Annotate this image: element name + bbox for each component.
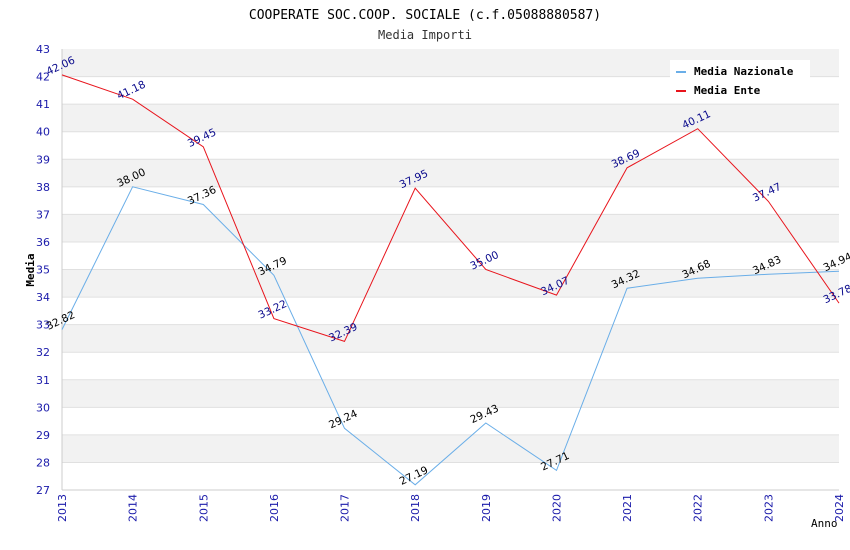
y-tick-label: 30 [36, 401, 50, 414]
grid-band [62, 269, 839, 298]
legend-box [670, 60, 810, 100]
series-line-nazionale [61, 186, 840, 486]
x-tick-label: 2020 [550, 494, 563, 522]
y-tick-label: 41 [36, 98, 50, 111]
y-tick-label: 27 [36, 484, 50, 497]
grid-band [62, 104, 839, 132]
y-tick-label: 32 [36, 346, 50, 359]
x-tick-label: 2014 [127, 494, 140, 522]
axes [61, 49, 839, 491]
y-tick-label: 43 [36, 43, 50, 56]
x-tick-label: 2019 [480, 494, 493, 522]
y-tick-label: 28 [36, 456, 50, 469]
grid-band [62, 241, 839, 270]
series-line-ente [61, 74, 840, 343]
grid-band [62, 434, 839, 463]
chart-subtitle: Media Importi [378, 28, 472, 42]
grid-band [62, 324, 839, 353]
legend-label-nazionale: Media Nazionale [694, 65, 794, 78]
grid-band [62, 407, 839, 435]
y-tick-label: 33 [36, 319, 50, 332]
x-tick-label: 2022 [692, 494, 705, 522]
x-tick-label: 2015 [197, 494, 210, 522]
chart-title: COOPERATE SOC.COOP. SOCIALE (c.f.0508888… [249, 8, 601, 23]
x-axis-label: Anno [811, 517, 838, 530]
legend-label-ente: Media Ente [694, 84, 761, 97]
grid-band [62, 297, 839, 325]
y-tick-label: 40 [36, 126, 50, 139]
x-tick-label: 2023 [762, 494, 775, 522]
x-tick-label: 2021 [621, 494, 634, 522]
grid-band [62, 186, 839, 215]
y-axis-label: Media [24, 253, 37, 286]
x-tick-label: 2018 [409, 494, 422, 522]
grid-band [62, 379, 839, 408]
grid-band [62, 159, 839, 187]
series-lines [61, 74, 840, 486]
y-tick-label: 31 [36, 374, 50, 387]
grid-bands [62, 49, 839, 491]
y-tick-label: 38 [36, 181, 50, 194]
x-tick-label: 2024 [833, 494, 846, 522]
y-tick-label: 37 [36, 208, 50, 221]
y-tick-label: 39 [36, 153, 50, 166]
y-tick-label: 35 [36, 264, 50, 277]
y-tick-label: 42 [36, 71, 50, 84]
grid-band [62, 131, 839, 160]
x-tick-label: 2016 [268, 494, 281, 522]
legend: Media Nazionale Media Ente [670, 60, 810, 100]
tick-labels: 27 28 29 30 31 32 33 34 35 36 37 38 39 40 41 42 43 2013 20… [36, 43, 846, 522]
grid-band [62, 352, 839, 380]
x-tick-label: 2017 [339, 494, 352, 522]
y-tick-label: 34 [36, 291, 50, 304]
y-tick-label: 36 [36, 236, 50, 249]
y-tick-label: 29 [36, 429, 50, 442]
x-tick-label: 2013 [56, 494, 69, 522]
grid-band [62, 462, 839, 490]
